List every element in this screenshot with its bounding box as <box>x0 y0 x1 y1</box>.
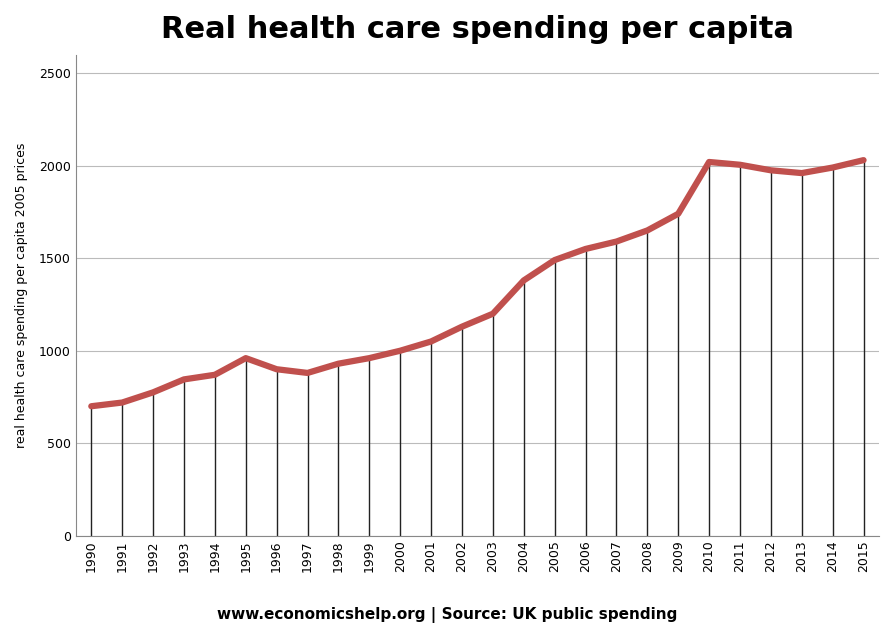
Text: www.economicshelp.org | Source: UK public spending: www.economicshelp.org | Source: UK publi… <box>217 607 677 622</box>
Y-axis label: real health care spending per capita 2005 prices: real health care spending per capita 200… <box>15 142 28 448</box>
Title: Real health care spending per capita: Real health care spending per capita <box>161 15 794 44</box>
